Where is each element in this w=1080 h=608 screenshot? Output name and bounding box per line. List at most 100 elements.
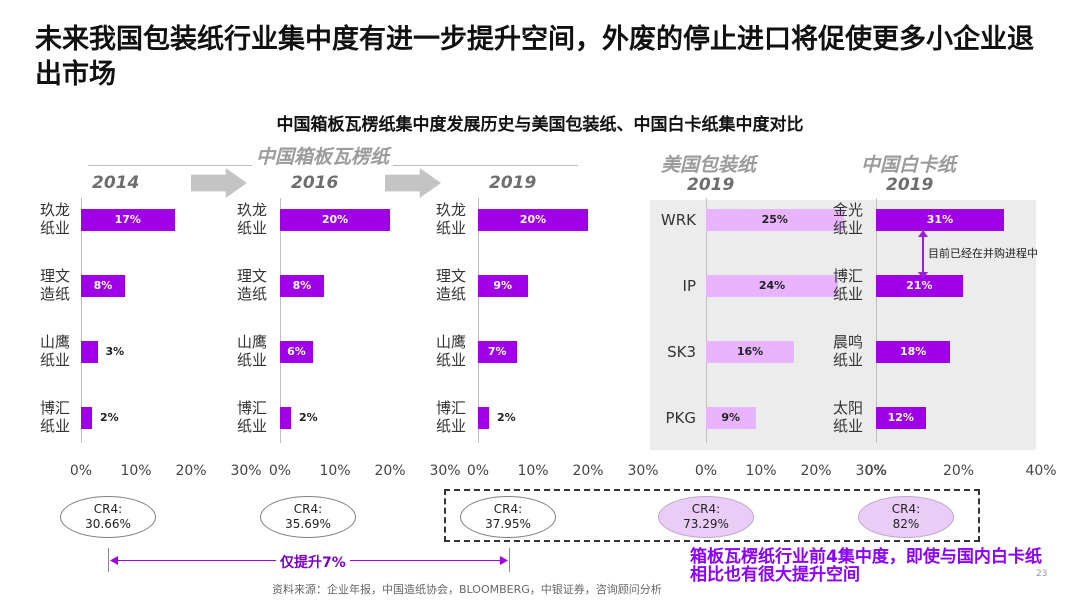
category-label: 理文 造纸 bbox=[436, 267, 467, 303]
group-label-us: 美国包装纸 bbox=[661, 154, 757, 176]
category-label: 博汇 纸业 bbox=[833, 267, 864, 303]
bar bbox=[280, 341, 313, 363]
category-label: 太阳 纸业 bbox=[833, 399, 864, 435]
cr4-badge: CR4: 37.95% bbox=[460, 496, 556, 538]
arrow-down-icon bbox=[918, 272, 928, 279]
bar bbox=[706, 209, 844, 231]
bar-value-label: 9% bbox=[493, 279, 513, 292]
x-tick-label: 0% bbox=[466, 463, 490, 479]
category-label: 玖龙 纸业 bbox=[436, 201, 467, 237]
bar bbox=[706, 341, 794, 363]
cr4-badge: CR4: 30.66% bbox=[60, 496, 156, 538]
cr4-badge: CR4: 82% bbox=[858, 496, 954, 538]
x-tick-label: 0% bbox=[864, 463, 888, 479]
axis-line bbox=[81, 198, 82, 443]
year-label: 2019 bbox=[886, 175, 934, 195]
bar-value-label: 21% bbox=[906, 279, 933, 292]
bar bbox=[280, 275, 324, 297]
axis-line bbox=[478, 198, 479, 443]
bar-value-label: 18% bbox=[899, 345, 927, 358]
bar-value-label: 2% bbox=[100, 411, 119, 424]
x-tick-label: 10% bbox=[517, 463, 549, 479]
x-tick-label: 0% bbox=[694, 463, 718, 479]
gap-annotation: 箱板瓦楞纸行业前4集中度，即使与国内白卡纸相比也有很大提升空间 bbox=[690, 547, 1042, 585]
bar bbox=[81, 341, 98, 363]
category-label: 博汇 纸业 bbox=[237, 399, 268, 435]
bar-value-label: 20% bbox=[519, 213, 547, 226]
bar-value-label: 6% bbox=[287, 345, 306, 358]
bar-value-label: 20% bbox=[321, 213, 349, 226]
category-label: 理文 造纸 bbox=[40, 267, 71, 303]
white-card-panel-background bbox=[818, 200, 1036, 450]
bar bbox=[478, 341, 517, 363]
bar-value-label: 2% bbox=[497, 411, 516, 424]
cr4-badge: CR4: 35.69% bbox=[260, 496, 356, 538]
rise-bracket-left bbox=[108, 548, 109, 572]
category-label: IP bbox=[682, 277, 696, 295]
bar-value-label: 2% bbox=[299, 411, 318, 424]
cr4-badge: CR4: 73.29% bbox=[658, 496, 754, 538]
bar bbox=[280, 407, 291, 429]
bar-value-label: 8% bbox=[93, 279, 113, 292]
category-label: 理文 造纸 bbox=[237, 267, 268, 303]
page-number: 23 bbox=[1036, 569, 1048, 579]
group-label-china-container: 中国箱板瓦楞纸 bbox=[252, 142, 394, 169]
bar-value-label: 25% bbox=[761, 213, 788, 226]
bar bbox=[478, 209, 588, 231]
x-tick-label: 10% bbox=[319, 463, 351, 479]
category-label: WRK bbox=[660, 211, 696, 229]
x-tick-label: 10% bbox=[745, 463, 777, 479]
year-label: 2014 bbox=[92, 173, 140, 193]
year-label: 2019 bbox=[687, 175, 735, 195]
acquisition-double-arrow bbox=[922, 234, 924, 274]
bar bbox=[706, 407, 756, 429]
category-label: SK3 bbox=[667, 343, 696, 361]
bar bbox=[876, 209, 1004, 231]
bar-value-label: 16% bbox=[736, 345, 764, 358]
x-tick-label: 20% bbox=[572, 463, 604, 479]
axis-line bbox=[706, 198, 707, 443]
x-tick-label: 20% bbox=[942, 463, 975, 479]
bar-value-label: 7% bbox=[487, 345, 507, 358]
category-label: 玖龙 纸业 bbox=[40, 201, 71, 237]
bar-value-label: 8% bbox=[292, 279, 312, 292]
x-tick-label: 30% bbox=[627, 463, 659, 479]
x-tick-label: 30% bbox=[429, 463, 461, 479]
bar-value-label: 3% bbox=[105, 345, 125, 358]
category-label: 博汇 纸业 bbox=[40, 399, 71, 435]
source-note: 资料来源：企业年报，中国造纸协会，BLOOMBERG，中银证券，咨询顾问分析 bbox=[272, 583, 662, 596]
bar bbox=[706, 275, 838, 297]
arrow-up-icon bbox=[918, 230, 928, 237]
category-label: 晨鸣 纸业 bbox=[833, 333, 864, 369]
group-label-china-white: 中国白卡纸 bbox=[861, 154, 957, 176]
category-label: 金光 纸业 bbox=[833, 201, 864, 237]
bar bbox=[478, 275, 528, 297]
category-label: 山鹰 纸业 bbox=[40, 333, 71, 369]
category-label: 山鹰 纸业 bbox=[436, 333, 467, 369]
bar bbox=[876, 341, 951, 363]
x-tick-label: 20% bbox=[800, 463, 832, 479]
axis-line bbox=[876, 198, 877, 443]
bar bbox=[876, 407, 926, 429]
x-tick-label: 0% bbox=[268, 463, 292, 479]
chart-subtitle: 中国箱板瓦楞纸集中度发展历史与美国包装纸、中国白卡纸集中度对比 bbox=[276, 115, 804, 135]
x-tick-label: 0% bbox=[69, 463, 93, 479]
category-label: 博汇 纸业 bbox=[436, 399, 467, 435]
bar bbox=[280, 209, 390, 231]
bar bbox=[478, 407, 489, 429]
arrow-right-icon bbox=[385, 168, 441, 198]
bar-value-label: 17% bbox=[114, 213, 141, 226]
bar-value-label: 24% bbox=[758, 279, 786, 292]
category-label: 玖龙 纸业 bbox=[237, 201, 268, 237]
category-label: PKG bbox=[665, 409, 696, 427]
x-tick-label: 20% bbox=[175, 463, 207, 479]
bar-value-label: 9% bbox=[721, 411, 741, 424]
bar bbox=[81, 275, 125, 297]
page-title: 未来我国包装纸行业集中度有进一步提升空间，外废的停止进口将促使更多小企业退出市场 bbox=[35, 24, 1034, 90]
x-tick-label: 40% bbox=[1025, 463, 1057, 479]
axis-line bbox=[280, 198, 281, 443]
bar-value-label: 12% bbox=[887, 411, 914, 424]
acquisition-annotation: 目前已经在并购进程中 bbox=[928, 247, 1038, 260]
comparison-dashed-box bbox=[444, 489, 980, 542]
x-tick-label: 10% bbox=[120, 463, 152, 479]
